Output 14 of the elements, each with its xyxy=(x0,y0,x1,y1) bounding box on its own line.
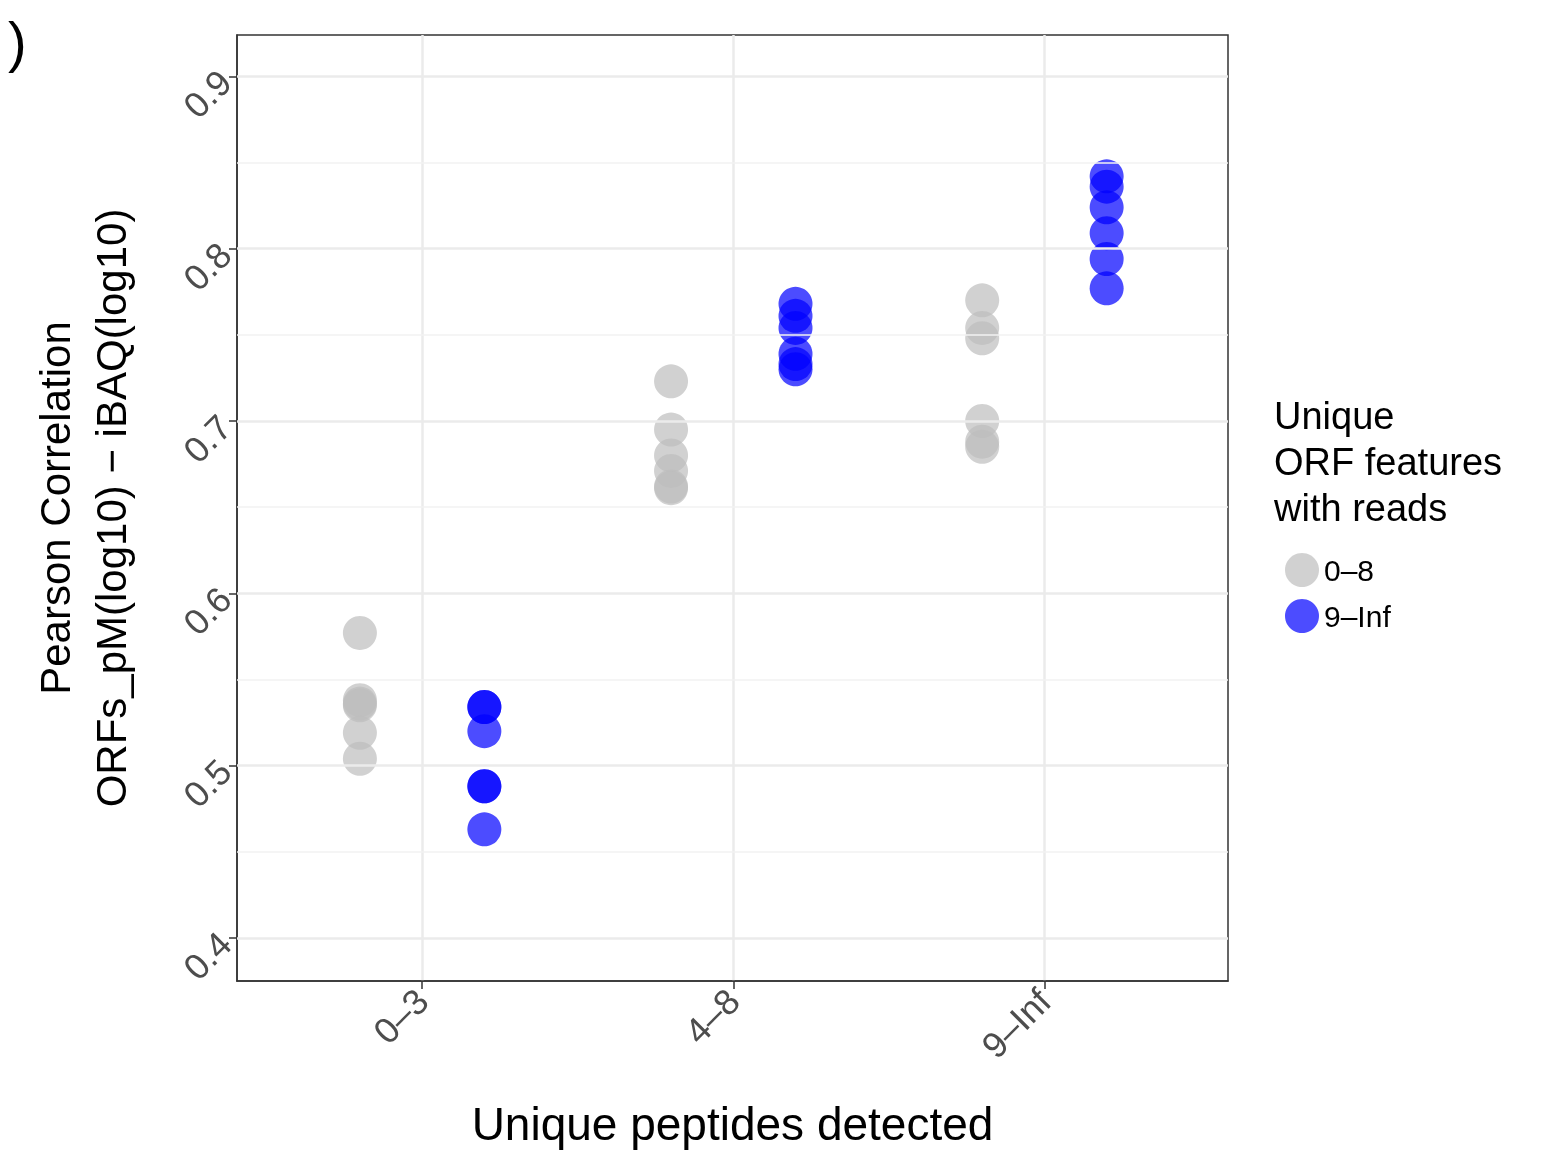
y-tick-label: 0.6 xyxy=(175,578,240,644)
text: ) xyxy=(8,9,27,73)
y-axis-title: Pearson Correlation ORFs_pM(log10) − iBAQ(log10) xyxy=(31,208,135,808)
y-tick-label: 0.4 xyxy=(175,923,240,988)
legend-title: Unique ORF features with reads xyxy=(1273,395,1503,529)
y-tick-label: 0.5 xyxy=(175,751,240,816)
y-tick-label: 0.8 xyxy=(175,234,240,299)
y-tick-label: 0.9 xyxy=(175,61,240,127)
x-tick-label: 4–8 xyxy=(676,980,748,1052)
legend-label: 0–8 xyxy=(1324,553,1375,587)
x-tick-label: 0–3 xyxy=(365,980,437,1052)
x-axis-title: Unique peptides detected xyxy=(471,1098,994,1150)
y-tick-label: 0.7 xyxy=(175,406,240,471)
legend-label: 9–Inf xyxy=(1324,599,1392,633)
